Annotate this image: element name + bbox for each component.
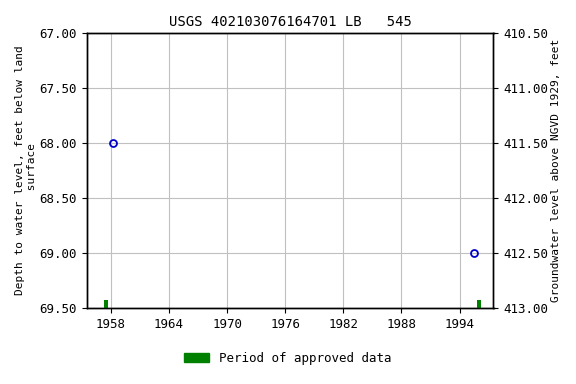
Y-axis label: Depth to water level, feet below land
 surface: Depth to water level, feet below land su…	[15, 46, 37, 295]
Y-axis label: Groundwater level above NGVD 1929, feet: Groundwater level above NGVD 1929, feet	[551, 39, 561, 302]
Title: USGS 402103076164701 LB   545: USGS 402103076164701 LB 545	[169, 15, 411, 29]
Bar	[104, 300, 108, 308]
Legend: Period of approved data: Period of approved data	[179, 347, 397, 370]
Bar	[476, 300, 482, 308]
